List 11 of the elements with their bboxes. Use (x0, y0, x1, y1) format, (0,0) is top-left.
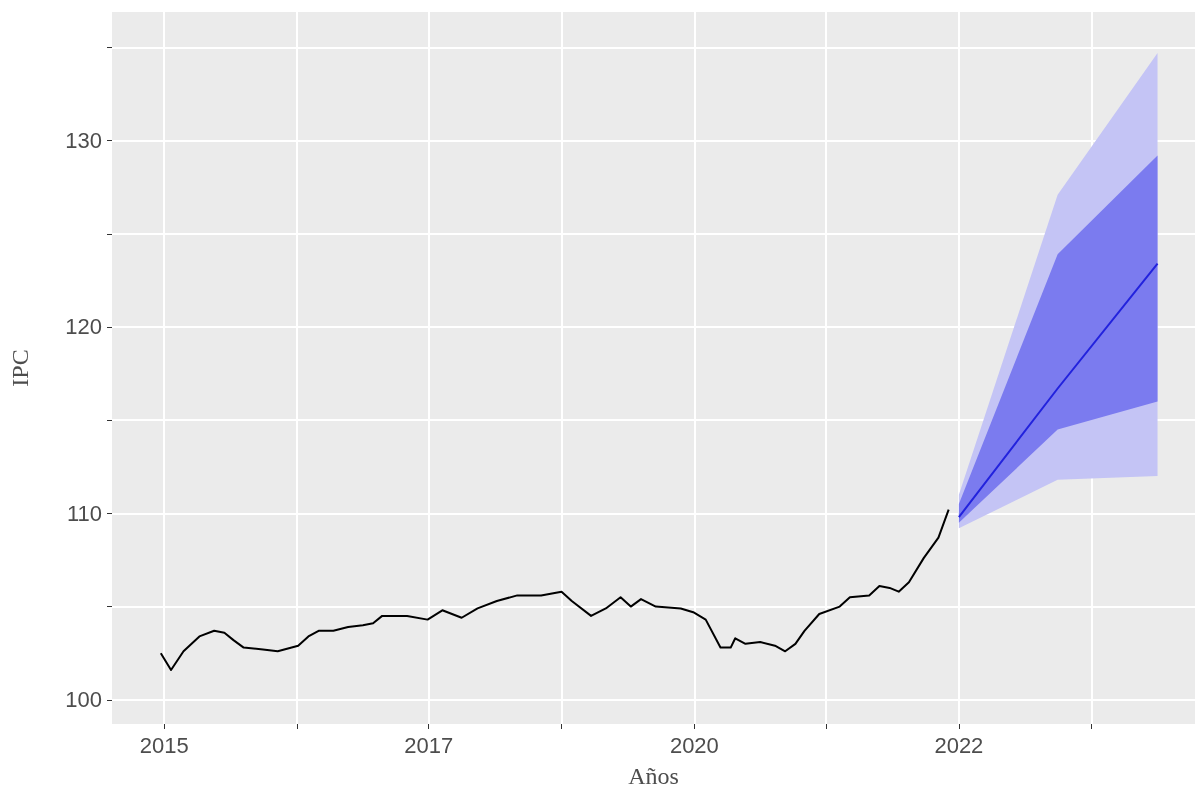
y-tick-label: 110 (66, 500, 102, 526)
x-tick-label: 2020 (669, 732, 719, 758)
y-tick-label: 100 (65, 687, 102, 713)
line-series (159, 508, 950, 671)
x-tick-label: 2022 (934, 732, 984, 758)
y-tick-label: 130 (65, 128, 102, 154)
y-axis-title: IPC (7, 349, 33, 387)
x-axis-title: Años (628, 763, 679, 789)
y-tick-label: 120 (65, 314, 102, 340)
x-tick-label: 2015 (139, 732, 189, 758)
x-tick-label: 2017 (404, 732, 454, 758)
